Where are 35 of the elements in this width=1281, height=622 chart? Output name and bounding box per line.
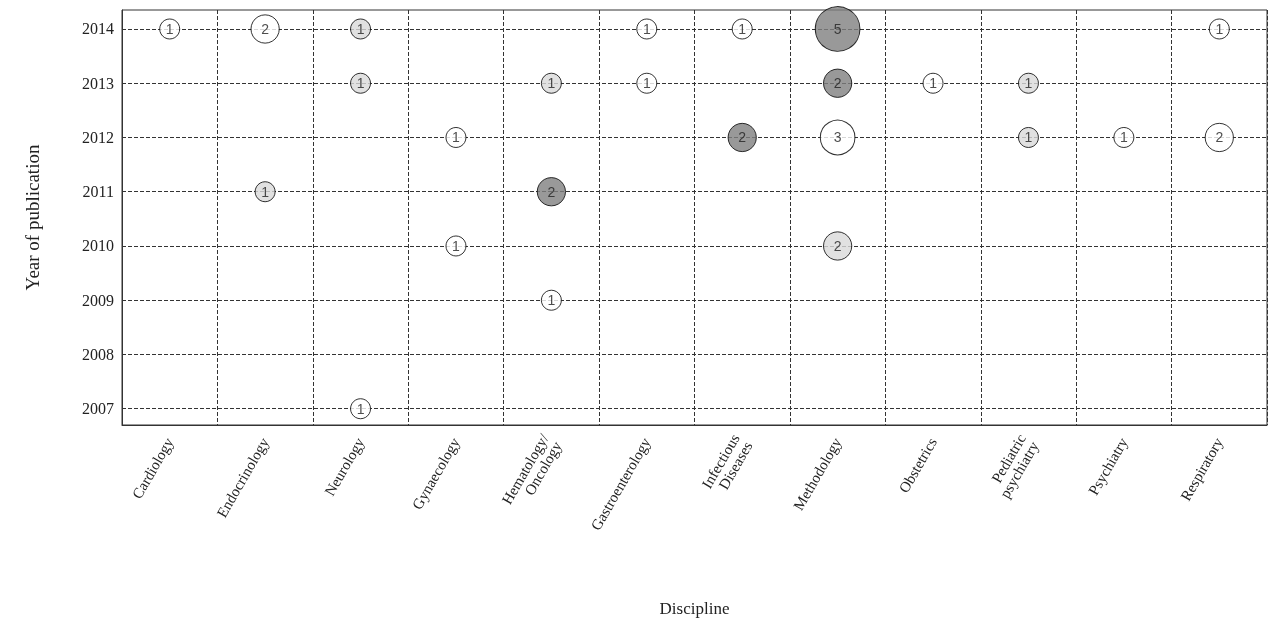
data-label: 1 (642, 75, 651, 92)
data-label: 1 (356, 400, 365, 417)
y-tick-label: 2012 (82, 128, 114, 146)
y-tick-label: 2007 (82, 400, 114, 418)
y-tick-label: 2010 (82, 237, 114, 255)
data-label: 1 (261, 183, 270, 200)
data-label: 1 (547, 292, 556, 309)
data-label: 1 (547, 75, 556, 92)
data-label: 1 (452, 237, 461, 254)
data-label: 1 (1024, 129, 1033, 146)
x-axis-title: Discipline (659, 599, 730, 618)
data-label: 2 (547, 183, 556, 200)
y-tick-label: 2011 (82, 183, 114, 201)
y-tick-label: 2013 (82, 74, 114, 92)
data-label: 1 (1024, 75, 1033, 92)
data-label: 1 (1215, 20, 1224, 37)
data-label: 2 (1215, 129, 1224, 146)
data-label: 2 (833, 237, 842, 254)
y-axis-title: Year of publication (22, 144, 43, 291)
data-label: 1 (929, 75, 938, 92)
data-label: 1 (738, 20, 747, 37)
data-label: 3 (833, 129, 842, 146)
data-label: 1 (1119, 129, 1128, 146)
data-label: 1 (165, 20, 174, 37)
y-tick-label: 2009 (82, 291, 114, 309)
data-label: 1 (356, 20, 365, 37)
y-tick-label: 2014 (82, 20, 114, 38)
data-label: 1 (642, 20, 651, 37)
data-label: 5 (833, 20, 842, 37)
data-label: 2 (833, 75, 842, 92)
y-tick-label: 2008 (82, 345, 114, 363)
data-label: 1 (452, 129, 461, 146)
data-label: 1 (356, 75, 365, 92)
data-label: 2 (261, 20, 270, 37)
data-label: 2 (738, 129, 747, 146)
